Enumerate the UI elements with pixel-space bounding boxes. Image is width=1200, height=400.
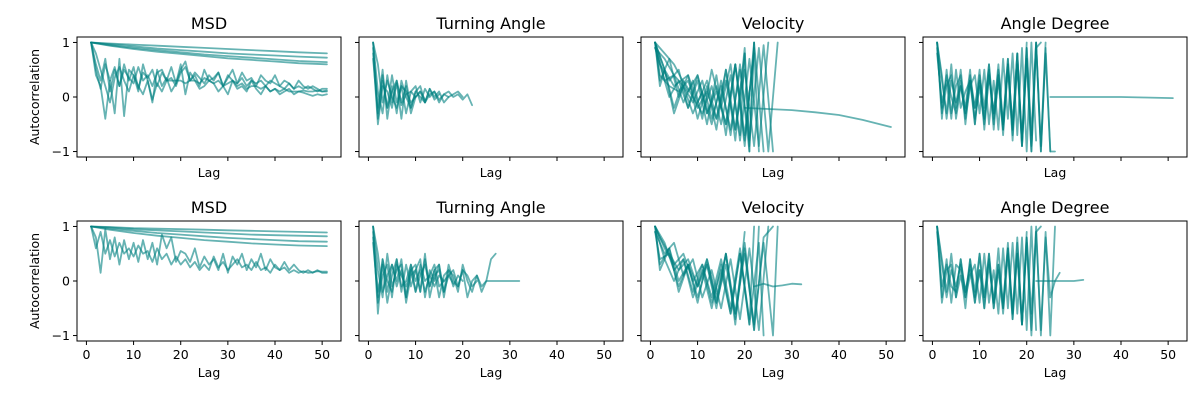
series-line-7 [1049, 96, 1174, 99]
series-group [90, 225, 328, 274]
series-line-5 [90, 41, 328, 93]
x-tick-label: 0 [364, 347, 372, 362]
x-axis-label: Lag [480, 165, 503, 180]
x-tick-label: 50 [878, 347, 894, 362]
x-axis-label: Lag [762, 165, 785, 180]
x-tick-label: 10 [408, 347, 424, 362]
series-group [654, 225, 803, 337]
y-tick-label: 1 [62, 219, 70, 234]
subplot-2: Turning Angle Lag [355, 14, 624, 180]
series-line-3 [372, 225, 478, 304]
x-tick-label: 10 [690, 347, 706, 362]
x-axis-label: Lag [1044, 165, 1067, 180]
series-line-9 [654, 47, 755, 137]
series-line-1 [90, 41, 328, 55]
x-tick-label: 10 [126, 347, 142, 362]
series-line-6 [372, 241, 445, 299]
y-tick-label: −1 [52, 144, 70, 159]
panel-title: Angle Degree [1001, 198, 1110, 217]
subplot-7: 0 10 20 30 40 50 Velocity Lag [637, 198, 906, 380]
series-group [936, 41, 1174, 153]
series-line-3 [90, 225, 328, 243]
series-line-6 [936, 41, 1047, 153]
axes-frame [76, 220, 342, 342]
series-line-11 [743, 107, 892, 128]
series-line-8 [654, 41, 779, 153]
series-line-5 [654, 225, 765, 337]
series-line-2 [90, 225, 328, 238]
y-tick-label: 1 [62, 35, 70, 50]
x-tick-label: 50 [1160, 347, 1176, 362]
panel-title: Velocity [742, 14, 805, 33]
y-axis-label: Autocorrelation [27, 49, 42, 145]
series-line-2 [90, 41, 328, 59]
x-tick-label: 30 [1066, 347, 1082, 362]
x-tick-label: 0 [646, 347, 654, 362]
subplot-4: Angle Degree Lag [919, 14, 1188, 180]
x-tick-label: 20 [737, 347, 753, 362]
series-line-9 [753, 282, 803, 288]
series-group [654, 41, 892, 153]
series-line-6 [90, 225, 328, 274]
series-group [372, 225, 521, 315]
panel-title: Velocity [742, 198, 805, 217]
x-tick-label: 40 [549, 347, 565, 362]
x-tick-label: 30 [220, 347, 236, 362]
subplot-8: 0 10 20 30 40 50 Angle Degree Lag [919, 198, 1188, 380]
x-axis-label: Lag [480, 365, 503, 380]
series-line-6 [372, 57, 417, 115]
series-line-4 [372, 236, 464, 304]
x-axis-label: Lag [762, 365, 785, 380]
x-tick-label: 20 [173, 347, 189, 362]
series-line-3 [654, 225, 770, 332]
subplot-3: Velocity Lag [637, 14, 906, 180]
panel-title: Angle Degree [1001, 14, 1110, 33]
series-group [372, 41, 474, 126]
x-tick-label: 50 [596, 347, 612, 362]
panel-title: MSD [191, 198, 227, 217]
series-line-4 [90, 41, 328, 66]
series-line-5 [936, 225, 1028, 326]
series-line-5 [90, 225, 328, 274]
subplot-6: 0 10 20 30 40 50 Turning Angle Lag [355, 198, 624, 380]
series-line-3 [654, 41, 765, 153]
y-tick-label: −1 [52, 328, 70, 343]
x-tick-label: 50 [314, 347, 330, 362]
panel-title: MSD [191, 14, 227, 33]
series-line-8 [90, 41, 328, 104]
x-tick-label: 0 [82, 347, 90, 362]
x-axis-label: Lag [1044, 365, 1067, 380]
series-line-4 [90, 225, 328, 248]
x-tick-label: 40 [1113, 347, 1129, 362]
series-line-6 [1035, 278, 1085, 282]
series-group [936, 225, 1085, 337]
x-tick-label: 10 [972, 347, 988, 362]
x-tick-label: 20 [1019, 347, 1035, 362]
series-line-8 [654, 225, 779, 337]
x-tick-label: 30 [784, 347, 800, 362]
x-tick-label: 40 [831, 347, 847, 362]
x-tick-label: 0 [928, 347, 936, 362]
y-tick-label: 0 [62, 274, 70, 289]
subplot-1: −1 0 1 MSD Lag Autocorrelation [27, 14, 342, 180]
panel-title: Turning Angle [435, 198, 545, 217]
series-group [90, 41, 328, 120]
y-tick-label: 0 [62, 90, 70, 105]
x-tick-label: 20 [455, 347, 471, 362]
series-line-6 [654, 41, 774, 153]
x-tick-label: 30 [502, 347, 518, 362]
y-axis-label: Autocorrelation [27, 233, 42, 329]
series-line-10 [654, 41, 770, 148]
x-axis-label: Lag [198, 365, 221, 380]
x-axis-label: Lag [198, 165, 221, 180]
panel-title: Turning Angle [435, 14, 545, 33]
x-tick-label: 40 [267, 347, 283, 362]
subplot-5: 0 10 20 30 40 50 −1 0 1 MSD Lag Autocorrelation [27, 198, 342, 380]
